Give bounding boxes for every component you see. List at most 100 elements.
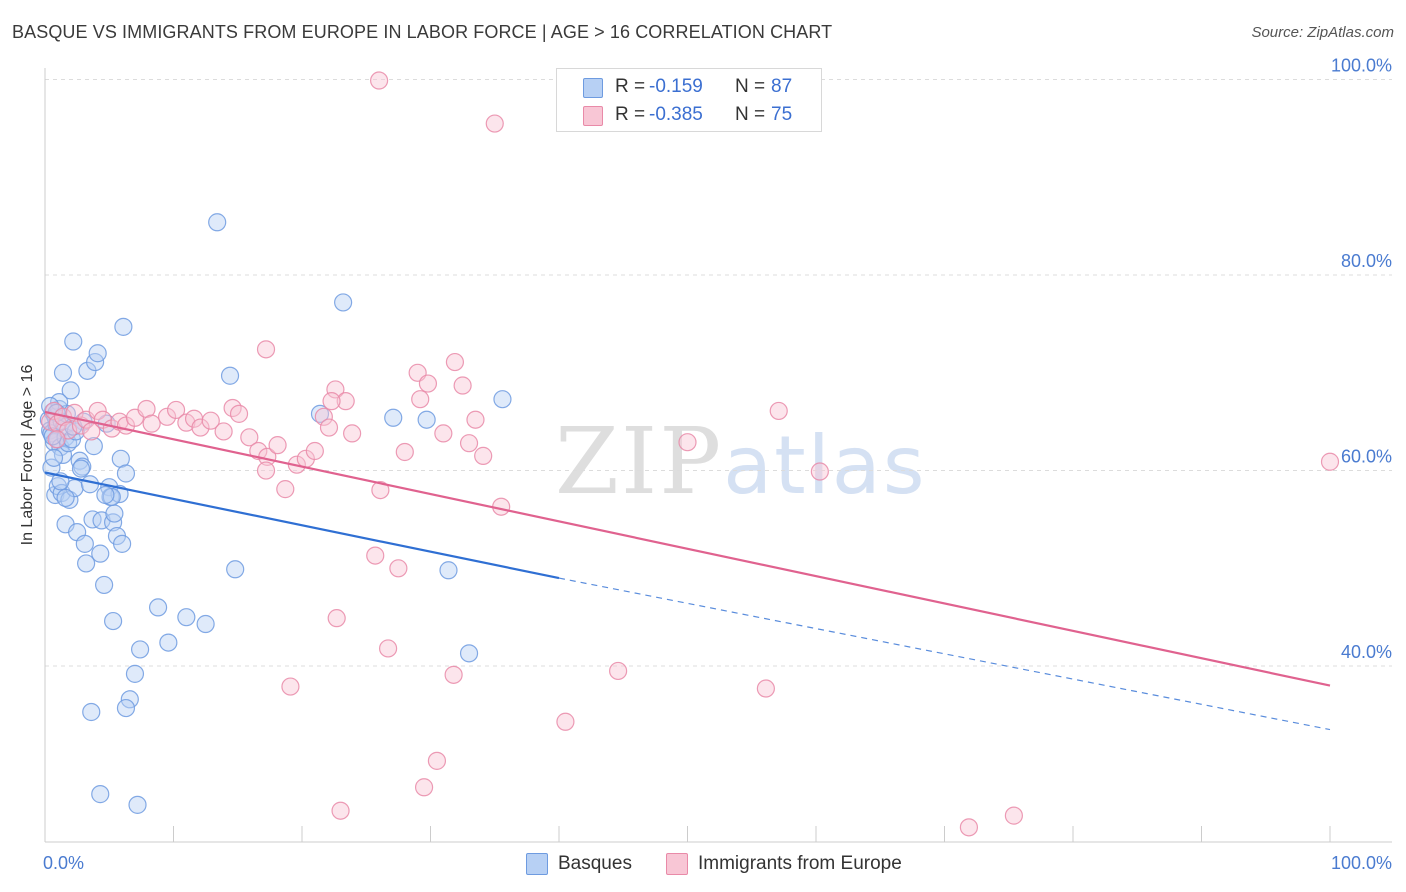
- immigrants-point: [240, 428, 259, 447]
- basques-point: [114, 317, 133, 336]
- x-tick-label: 0.0%: [43, 853, 84, 873]
- immigrants-point: [959, 818, 979, 837]
- x-tick-label: 100.0%: [1331, 853, 1392, 873]
- y-tick-label: 60.0%: [1341, 447, 1392, 467]
- n-value: 75: [771, 104, 793, 125]
- immigrants-point: [319, 418, 339, 437]
- basques-trend-extension: [558, 577, 1331, 731]
- immigrants-point: [191, 418, 210, 437]
- immigrants-point: [322, 392, 341, 411]
- basques-point: [177, 608, 196, 627]
- immigrants-point: [445, 352, 465, 372]
- immigrants-point: [229, 404, 249, 423]
- basques-point: [208, 213, 227, 232]
- immigrants-point: [756, 679, 775, 698]
- r-label: R =: [615, 104, 646, 125]
- gridlines: [45, 79, 1392, 667]
- basques-point: [91, 785, 110, 804]
- basques-point: [88, 344, 107, 363]
- trend-lines: [44, 410, 1331, 731]
- basques-point: [61, 381, 80, 400]
- basques-point: [84, 437, 103, 456]
- legend-row-immigrants: R = -0.385 N = 75: [557, 101, 821, 129]
- y-tick-label: 80.0%: [1341, 251, 1392, 271]
- basques-point: [91, 544, 110, 563]
- basques-points: [39, 213, 512, 814]
- basques-point: [71, 459, 91, 478]
- basques-point: [53, 363, 73, 382]
- legend-row-basques: R = -0.159 N = 87: [557, 73, 821, 101]
- immigrants-point: [459, 434, 479, 453]
- basques-point: [112, 534, 132, 553]
- immigrants-point: [281, 677, 300, 696]
- basques-point: [66, 422, 85, 441]
- basques-point: [384, 408, 403, 427]
- immigrants-point: [331, 801, 350, 820]
- basques-point: [82, 702, 101, 722]
- watermark: ZIPatlas: [555, 408, 927, 515]
- basques-point: [159, 633, 178, 652]
- immigrants-point: [249, 441, 268, 461]
- immigrants-legend-label: Immigrants from Europe: [698, 853, 902, 874]
- n-label: N =: [735, 104, 766, 125]
- immigrants-point: [411, 390, 430, 409]
- basques-point: [102, 487, 121, 507]
- immigrants-point: [157, 407, 177, 426]
- immigrants-point: [276, 480, 295, 499]
- basques-trend-line: [44, 471, 560, 580]
- immigrants-trend-line: [44, 410, 1331, 687]
- source-label: Source: ZipAtlas.com: [1251, 24, 1394, 41]
- y-tick-label: 100.0%: [1331, 56, 1392, 76]
- basques-point: [56, 488, 75, 508]
- immigrants-point: [327, 609, 346, 628]
- basques-point: [120, 690, 139, 709]
- r-label: R =: [615, 76, 646, 97]
- immigrants-point: [378, 639, 398, 658]
- axes: [44, 68, 1392, 843]
- basques-point: [96, 485, 115, 505]
- immigrants-point: [82, 422, 101, 441]
- n-label: N =: [735, 76, 766, 97]
- immigrants-point: [256, 461, 276, 480]
- immigrants-point: [769, 401, 788, 421]
- basques-legend-label: Basques: [558, 853, 632, 874]
- basques-point: [116, 698, 136, 718]
- immigrants-point: [366, 546, 385, 565]
- basques-point: [128, 795, 147, 814]
- basques-point: [459, 644, 479, 663]
- basques-point: [116, 464, 136, 483]
- basques-point: [334, 293, 353, 312]
- immigrants-point: [466, 410, 485, 429]
- immigrants-point: [326, 380, 345, 399]
- immigrants-points: [41, 71, 1340, 837]
- immigrants-point: [609, 661, 628, 681]
- immigrants-point: [88, 401, 107, 421]
- immigrants-point: [214, 422, 233, 441]
- basques-legend-swatch: [526, 853, 548, 875]
- immigrants-point: [678, 433, 697, 452]
- watermark-atlas: atlas: [723, 419, 927, 512]
- basques-point: [148, 598, 168, 617]
- basques-point: [75, 534, 94, 553]
- immigrants-legend-swatch: [666, 853, 688, 875]
- chart-title: BASQUE VS IMMIGRANTS FROM EUROPE IN LABO…: [12, 22, 833, 42]
- r-value: -0.385: [649, 104, 703, 125]
- basques-point: [64, 332, 83, 351]
- basques-point: [105, 504, 124, 523]
- basques-point: [439, 561, 458, 580]
- immigrants-point: [395, 442, 414, 462]
- basques-point: [493, 390, 512, 409]
- immigrants-point: [268, 436, 287, 455]
- basques-point: [50, 393, 69, 412]
- basques-point: [44, 448, 64, 467]
- basques-point: [77, 554, 96, 573]
- immigrants-swatch: [583, 106, 603, 126]
- basques-point: [104, 611, 123, 631]
- immigrants-point: [444, 665, 463, 684]
- basques-swatch: [583, 78, 603, 98]
- immigrants-point: [166, 400, 186, 420]
- basques-point: [125, 664, 145, 683]
- immigrants-point: [485, 114, 504, 133]
- immigrants-point: [414, 778, 434, 797]
